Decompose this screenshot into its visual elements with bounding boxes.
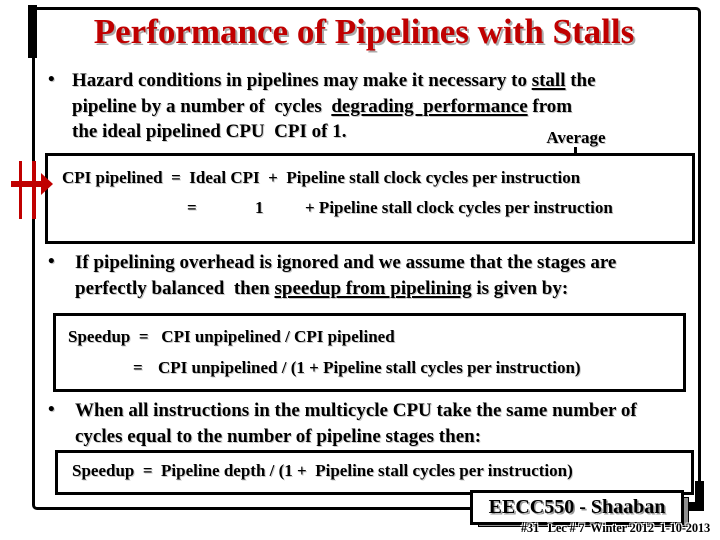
bullet-1-text: Hazard conditions in pipelines may make … xyxy=(72,70,596,142)
red-tick-line-right xyxy=(32,161,36,219)
formula-box-speedup-depth: Speedup = Pipeline depth / (1 + Pipeline… xyxy=(55,450,694,495)
bullet-marker: • xyxy=(48,69,55,90)
footer-meta-text: #31 Lec # 7 Winter 2012 1-10-2013 xyxy=(520,521,710,535)
bullet-marker: • xyxy=(48,251,55,272)
bullet-marker: • xyxy=(48,399,55,420)
formula-box-cpi-pipelined: CPI pipelined = Ideal CPI + Pipeline sta… xyxy=(45,153,695,244)
slide-title: Performance of Pipelines with Stalls xyxy=(93,12,635,51)
footer-course-label: EECC550 - Shaaban xyxy=(488,496,666,518)
formula-one: 1 xyxy=(255,198,264,217)
red-tick-line-left xyxy=(19,161,22,219)
formula-equals: = xyxy=(187,198,197,217)
average-label: Average xyxy=(546,128,606,147)
formula-line: Speedup = Pipeline depth / (1 + Pipeline… xyxy=(72,461,573,480)
formula-line: + Pipeline stall clock cycles per instru… xyxy=(305,198,613,217)
formula-line: Speedup = CPI unpipelined / CPI pipeline… xyxy=(68,327,395,346)
formula-equals: = xyxy=(133,358,143,377)
red-arrow-shaft xyxy=(11,181,42,187)
red-arrow-icon xyxy=(41,173,53,195)
footer-course-box: EECC550 - Shaaban xyxy=(470,490,684,525)
formula-line: CPI pipelined = Ideal CPI + Pipeline sta… xyxy=(62,168,581,187)
top-left-corner-bar xyxy=(28,5,37,58)
formula-box-speedup-unpipelined: Speedup = CPI unpipelined / CPI pipeline… xyxy=(53,313,686,392)
bullet-3-text: When all instructions in the multicycle … xyxy=(75,400,637,447)
bottom-right-corner-bar-horizontal xyxy=(680,502,704,511)
bottom-right-corner-bar-vertical xyxy=(695,481,704,511)
slide-border xyxy=(32,7,701,510)
bullet-2-text: If pipelining overhead is ignored and we… xyxy=(75,252,617,299)
formula-line: CPI unpipelined / (1 + Pipeline stall cy… xyxy=(158,358,581,377)
